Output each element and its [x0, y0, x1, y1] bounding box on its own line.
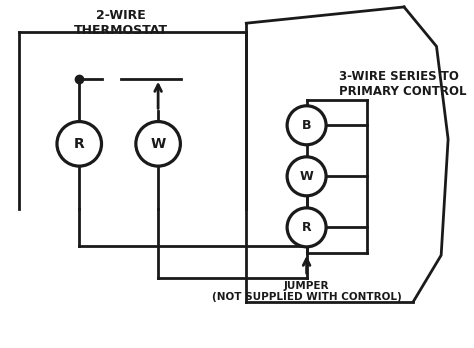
Text: R: R — [74, 137, 85, 151]
Text: 3-WIRE SERIES TO
PRIMARY CONTROL: 3-WIRE SERIES TO PRIMARY CONTROL — [339, 70, 466, 97]
Text: W: W — [300, 170, 313, 183]
Circle shape — [287, 157, 326, 196]
Text: R: R — [302, 221, 311, 234]
Text: B: B — [302, 119, 311, 132]
Circle shape — [287, 106, 326, 145]
Text: JUMPER
(NOT SUPPLIED WITH CONTROL): JUMPER (NOT SUPPLIED WITH CONTROL) — [212, 281, 401, 302]
Circle shape — [57, 121, 101, 166]
Circle shape — [287, 208, 326, 247]
Text: 2-WIRE
THERMOSTAT: 2-WIRE THERMOSTAT — [74, 9, 168, 37]
Circle shape — [136, 121, 181, 166]
Text: W: W — [151, 137, 166, 151]
